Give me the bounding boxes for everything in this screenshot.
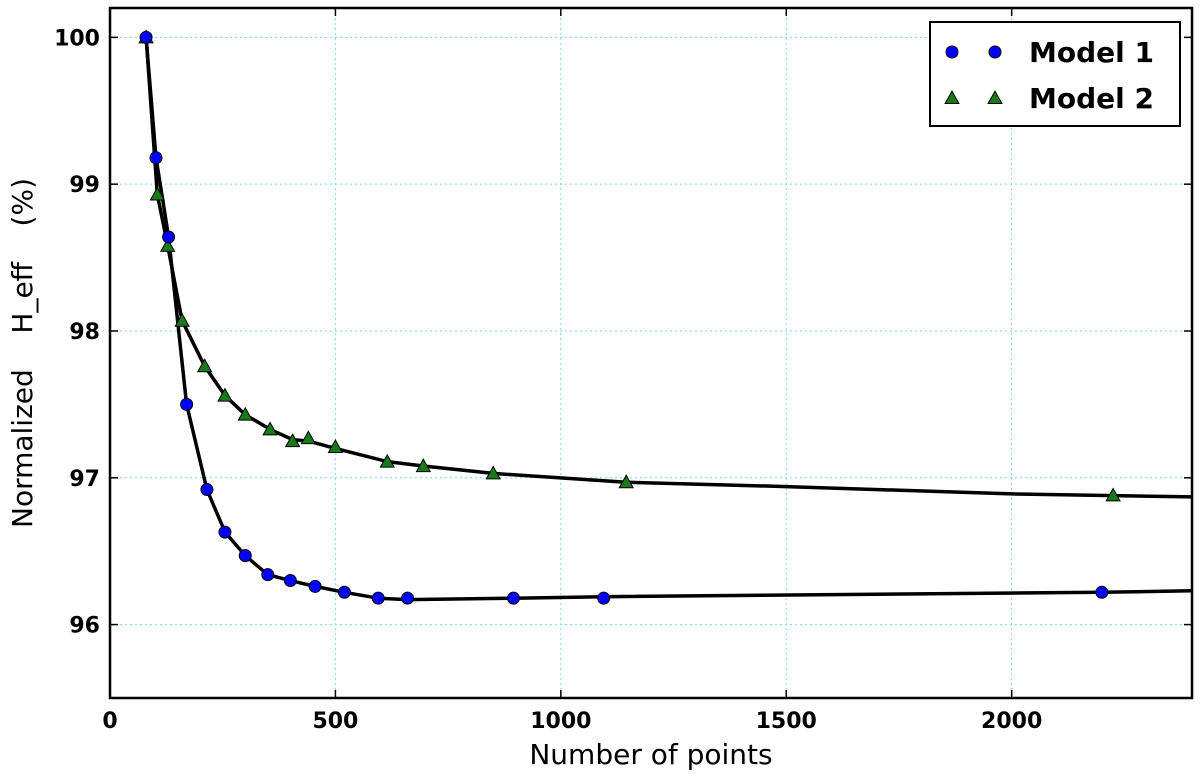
series-2-point — [300, 430, 317, 445]
series-2-point — [618, 474, 634, 489]
series-1-point — [261, 568, 275, 582]
legend-marker — [987, 90, 1003, 105]
legend-marker — [988, 45, 1002, 59]
series-1-point — [1095, 585, 1109, 599]
x-tick-label: 1000 — [530, 709, 591, 734]
y-tick-label: 97 — [69, 467, 100, 492]
x-tick-label: 1500 — [756, 709, 817, 734]
y-tick-label: 100 — [54, 26, 100, 51]
series-2-point — [196, 358, 213, 373]
series-2-point — [237, 406, 253, 421]
series-1-point — [597, 591, 611, 605]
legend-label: Model 2 — [1029, 82, 1154, 115]
series-1-point — [283, 574, 297, 588]
legend: Model 1 Model 2 — [929, 21, 1181, 127]
series-2-point — [262, 421, 278, 436]
x-axis-label: Number of points — [529, 738, 772, 771]
x-tick-label: 500 — [312, 709, 358, 734]
series-1-point — [401, 591, 415, 605]
series-1-point — [337, 585, 351, 599]
series-2-point — [159, 237, 176, 252]
y-axis-label: Normalized H_eff (%) — [6, 178, 39, 528]
series-1-point — [506, 591, 520, 605]
series-2-point — [174, 312, 190, 327]
legend-marker — [945, 45, 959, 59]
series-2-point — [217, 387, 233, 402]
series-2-point — [327, 439, 344, 453]
series-1-point — [180, 397, 194, 411]
series-2-point — [415, 458, 432, 473]
x-tick-label: 2000 — [981, 709, 1042, 734]
y-tick-label: 98 — [69, 320, 100, 345]
series-2-point — [485, 465, 501, 480]
series-2-point — [1105, 487, 1121, 502]
series-2-fit-line — [144, 37, 1193, 499]
legend-marker — [944, 90, 960, 105]
series-1-point — [139, 30, 153, 44]
series-1-point — [200, 483, 214, 497]
series-1-point — [162, 230, 176, 244]
axis-ticks: 0 500 1000 1500 2000 96 97 98 99 100 — [54, 8, 1192, 734]
y-tick-label: 99 — [69, 173, 100, 198]
series-1-point — [218, 525, 232, 539]
x-tick-label: 0 — [102, 709, 117, 734]
series-2-point — [379, 453, 396, 468]
y-tick-label: 96 — [69, 614, 100, 639]
plot-frame — [108, 6, 1194, 700]
series-2-point — [149, 186, 166, 201]
series-1-point — [308, 579, 322, 593]
legend-label: Model 1 — [1029, 36, 1154, 69]
series-1-point — [149, 151, 163, 165]
legend-box — [929, 21, 1181, 127]
series-2-point — [284, 433, 301, 448]
series-1-point — [238, 549, 252, 563]
series-1-point — [371, 591, 385, 605]
data-markers — [138, 29, 1121, 605]
